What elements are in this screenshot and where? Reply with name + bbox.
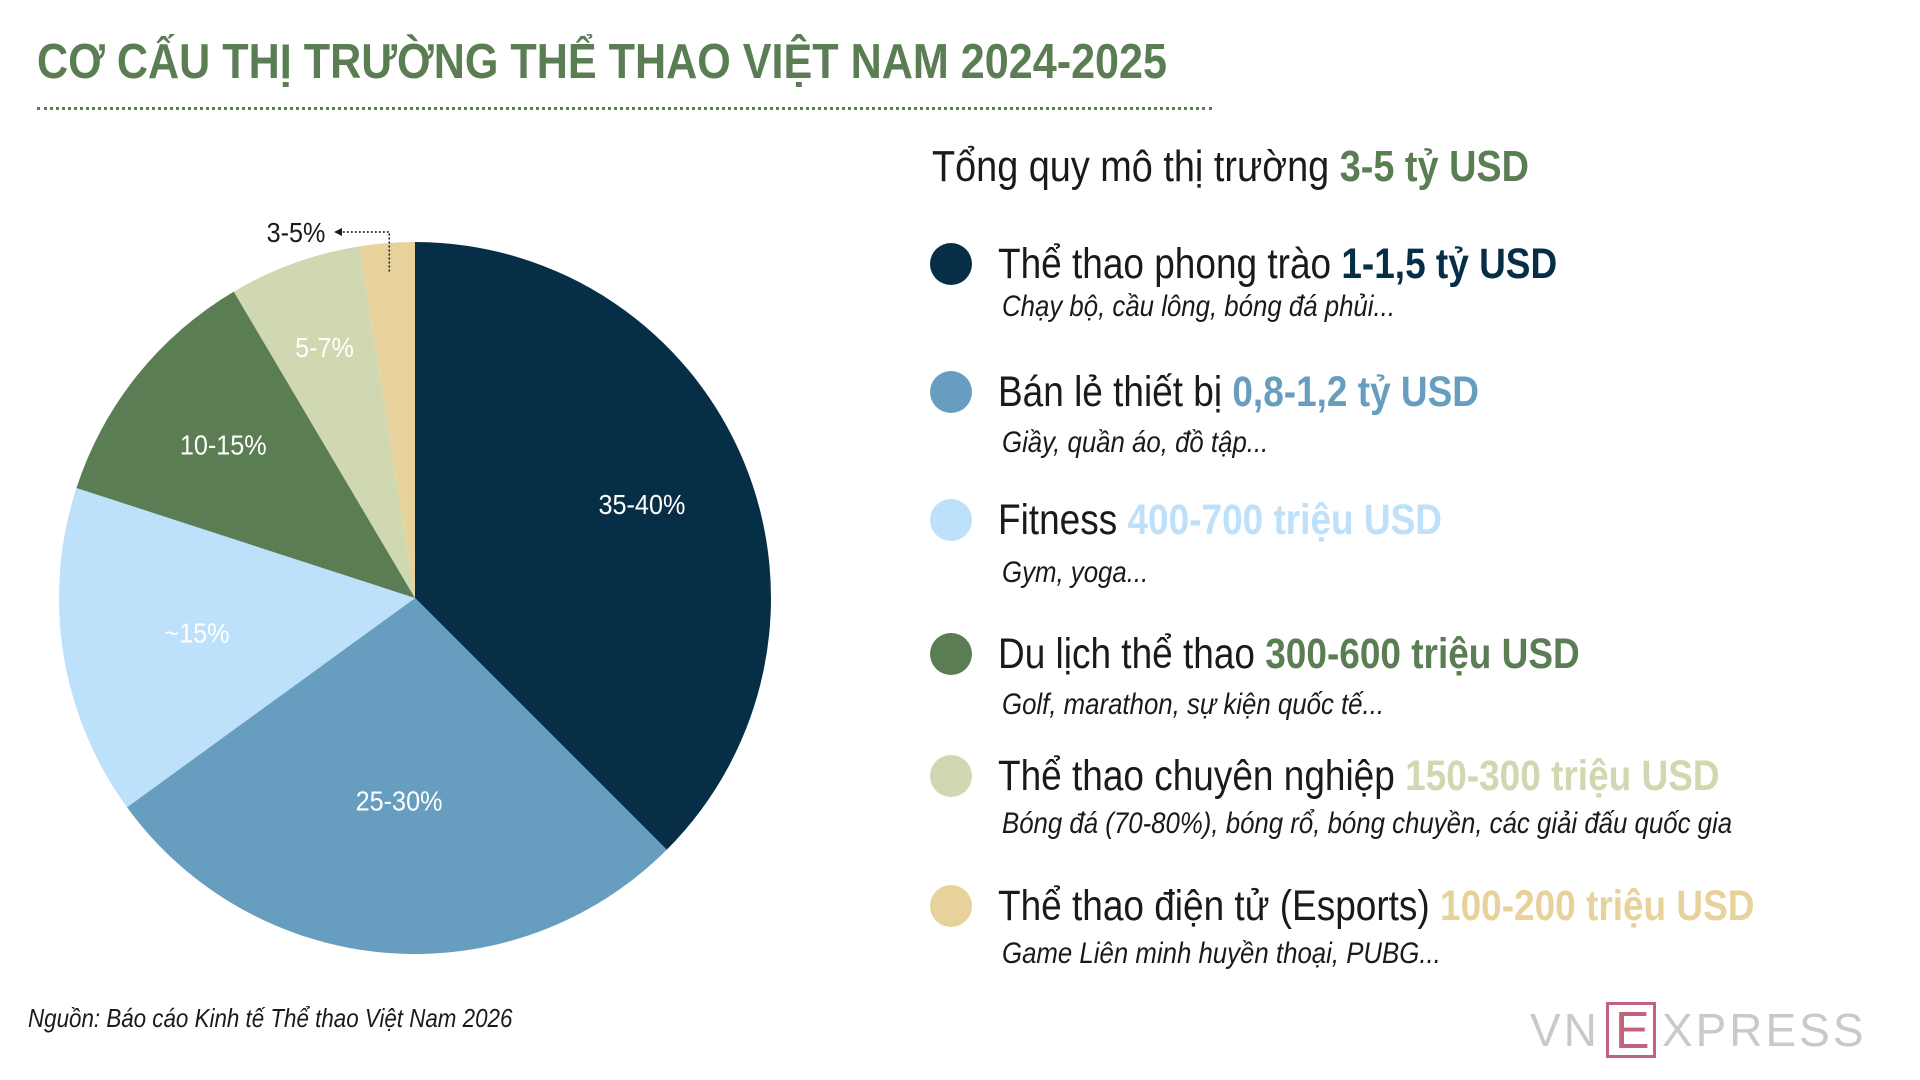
market-total-label: Tổng quy mô thị trường <box>932 142 1340 191</box>
legend-line: Thể thao điện tử (Esports) 100-200 triệu… <box>998 882 1755 931</box>
legend-name: Thể thao điện tử (Esports) <box>998 882 1430 930</box>
legend-line: Thể thao chuyên nghiệp 150-300 triệu USD <box>998 752 1720 801</box>
pie-slice-label: 35-40% <box>599 489 686 521</box>
pie-slice-label: 3-5% <box>267 217 326 249</box>
legend-value: 100-200 triệu USD <box>1440 882 1755 930</box>
legend-name: Fitness <box>998 496 1118 544</box>
logo-text-right: XPRESS <box>1661 1004 1867 1056</box>
legend-dot-icon <box>930 755 972 797</box>
legend-value: 1-1,5 tỷ USD <box>1341 240 1558 288</box>
legend-description: Golf, marathon, sự kiện quốc tế... <box>1002 688 1385 721</box>
pie-chart: 35-40% 25-30% ~15% 10-15% 5-7% 3-5% <box>58 217 772 955</box>
pie-slice <box>76 291 415 598</box>
logo-box: E <box>1605 1002 1656 1060</box>
pie-slice-label: 25-30% <box>356 785 443 817</box>
pie-slice-label: 5-7% <box>295 332 354 364</box>
legend-description: Bóng đá (70-80%), bóng rổ, bóng chuyền, … <box>1002 807 1733 840</box>
title-divider <box>37 107 1212 110</box>
chart-title: CƠ CẤU THỊ TRƯỜNG THỂ THAO VIỆT NAM 2024… <box>37 35 1168 89</box>
legend-description: Gym, yoga... <box>1002 556 1149 589</box>
legend-line: Du lịch thể thao 300-600 triệu USD <box>998 630 1580 679</box>
legend-name: Thể thao phong trào <box>998 240 1332 288</box>
pie-slice-label: 10-15% <box>180 429 267 461</box>
pie-slice <box>233 246 415 599</box>
logo-box-letter: E <box>1614 1002 1650 1060</box>
legend-line: Bán lẻ thiết bị 0,8-1,2 tỷ USD <box>998 368 1479 417</box>
legend-value: 150-300 triệu USD <box>1405 752 1720 800</box>
legend-dot-icon <box>930 499 972 541</box>
legend-dot-icon <box>930 243 972 285</box>
legend-value: 0,8-1,2 tỷ USD <box>1232 368 1480 416</box>
legend-value: 400-700 triệu USD <box>1127 496 1442 544</box>
legend-description: Chạy bộ, cầu lông, bóng đá phủi... <box>1002 290 1396 323</box>
pie-slice <box>359 242 415 598</box>
legend-value: 300-600 triệu USD <box>1265 630 1580 678</box>
legend-line: Fitness 400-700 triệu USD <box>998 496 1442 545</box>
legend-line: Thể thao phong trào 1-1,5 tỷ USD <box>998 240 1557 289</box>
legend-description: Game Liên minh huyền thoại, PUBG... <box>1002 937 1441 970</box>
market-total: Tổng quy mô thị trường 3-5 tỷ USD <box>932 142 1529 192</box>
pie-slice <box>58 487 416 808</box>
pie-slice <box>415 242 772 850</box>
vnexpress-logo: VN E XPRESS <box>1530 1000 1867 1060</box>
legend-name: Thể thao chuyên nghiệp <box>998 752 1395 800</box>
logo-text-left: VN <box>1530 1004 1600 1056</box>
market-total-value: 3-5 tỷ USD <box>1339 142 1529 191</box>
legend-dot-icon <box>930 371 972 413</box>
callout-arrow-icon <box>334 228 342 236</box>
legend-dot-icon <box>930 633 972 675</box>
legend-description: Giầy, quần áo, đồ tập... <box>1002 426 1269 459</box>
legend-name: Bán lẻ thiết bị <box>998 368 1223 416</box>
pie-slice <box>126 598 667 955</box>
legend-dot-icon <box>930 885 972 927</box>
callout-leader <box>336 231 391 272</box>
pie-slice-label: ~15% <box>164 617 229 649</box>
source-note: Nguồn: Báo cáo Kinh tế Thể thao Việt Nam… <box>28 1003 513 1033</box>
legend-name: Du lịch thể thao <box>998 630 1255 678</box>
